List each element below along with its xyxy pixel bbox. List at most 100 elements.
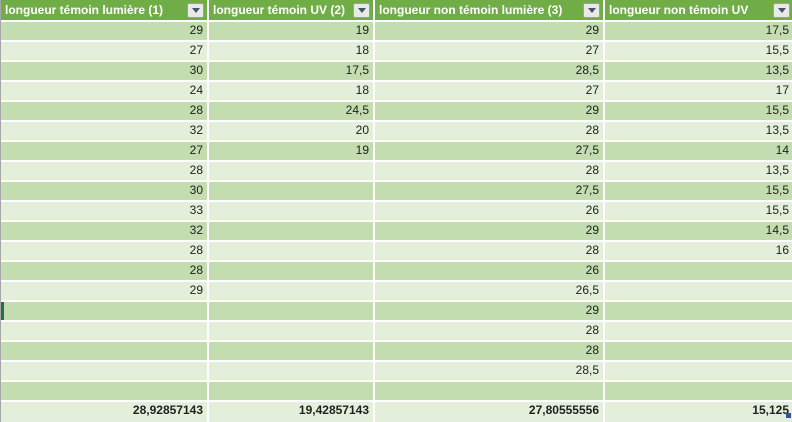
table-cell[interactable]	[209, 182, 375, 202]
column-header-temoin-uv[interactable]: longueur témoin UV (2)	[209, 0, 375, 22]
column-header-non-temoin-lumiere[interactable]: longueur non témoin lumière (3)	[375, 0, 605, 22]
table-cell[interactable]: 15,5	[605, 202, 792, 222]
table-cell[interactable]	[209, 302, 375, 322]
table-cell[interactable]: 29	[375, 222, 605, 242]
table-cell[interactable]: 20	[209, 122, 375, 142]
table-cell[interactable]: 14,5	[605, 222, 792, 242]
table-cell[interactable]: 27	[1, 42, 209, 62]
table-cell[interactable]	[209, 202, 375, 222]
table-cell[interactable]: 28,5	[375, 362, 605, 382]
table-cell[interactable]: 30	[1, 182, 209, 202]
table-cell[interactable]: 16	[605, 242, 792, 262]
table-cell[interactable]	[605, 342, 792, 362]
table-header-row: longueur témoin lumière (1) longueur tém…	[1, 0, 792, 22]
table-cell[interactable]: 18	[209, 82, 375, 102]
table-cell[interactable]	[1, 382, 209, 402]
table-cell[interactable]: 30	[1, 62, 209, 82]
table-cell[interactable]: 26	[375, 262, 605, 282]
table-cell[interactable]: 29	[1, 22, 209, 42]
total-cell[interactable]: 19,42857143	[209, 402, 375, 422]
table-cell[interactable]: 28	[375, 162, 605, 182]
table-cell[interactable]: 32	[1, 222, 209, 242]
filter-dropdown-button[interactable]	[187, 2, 204, 18]
table-cell[interactable]: 26	[375, 202, 605, 222]
filter-dropdown-button[interactable]	[583, 2, 600, 18]
table-cell[interactable]	[605, 322, 792, 342]
column-header-temoin-lumiere[interactable]: longueur témoin lumière (1)	[1, 0, 209, 22]
table-cell[interactable]: 15,5	[605, 182, 792, 202]
table-cell[interactable]	[209, 162, 375, 182]
table-cell[interactable]	[209, 382, 375, 402]
total-cell[interactable]: 28,92857143	[1, 402, 209, 422]
table-row: 28,5	[1, 362, 792, 382]
table-cell[interactable]: 27,5	[375, 142, 605, 162]
table-cell[interactable]: 19	[209, 142, 375, 162]
table-cell[interactable]: 13,5	[605, 162, 792, 182]
table-cell[interactable]: 27	[375, 82, 605, 102]
table-cell[interactable]: 28,5	[375, 62, 605, 82]
table-cell[interactable]: 33	[1, 202, 209, 222]
table-cell[interactable]	[605, 362, 792, 382]
table-cell[interactable]: 15,5	[605, 102, 792, 122]
table-cell[interactable]: 28	[375, 122, 605, 142]
table-cell[interactable]: 27	[1, 142, 209, 162]
column-header-label: longueur non témoin UV	[609, 3, 749, 17]
table-cell[interactable]: 32	[1, 122, 209, 142]
table-cell[interactable]: 27,5	[375, 182, 605, 202]
column-header-non-temoin-uv[interactable]: longueur non témoin UV	[605, 0, 792, 22]
table-cell[interactable]: 28	[375, 322, 605, 342]
table-cell[interactable]: 13,5	[605, 62, 792, 82]
table-cell[interactable]	[605, 382, 792, 402]
total-cell[interactable]: 15,125	[605, 402, 792, 422]
total-cell[interactable]: 27,80555556	[375, 402, 605, 422]
table-cell[interactable]: 17,5	[605, 22, 792, 42]
table-cell[interactable]: 29	[375, 22, 605, 42]
table-cell[interactable]: 27	[375, 42, 605, 62]
table-row: 28 28 16	[1, 242, 792, 262]
table-row: 28 24,5 29 15,5	[1, 102, 792, 122]
table-row: 32 29 14,5	[1, 222, 792, 242]
table-cell[interactable]	[1, 362, 209, 382]
table-cell[interactable]	[1, 342, 209, 362]
table-cell[interactable]: 28	[1, 262, 209, 282]
table-cell[interactable]: 18	[209, 42, 375, 62]
table-cell[interactable]: 28	[1, 102, 209, 122]
table-cell[interactable]: 24,5	[209, 102, 375, 122]
table-cell[interactable]: 29	[375, 102, 605, 122]
table-cell[interactable]: 29	[1, 282, 209, 302]
table-cell[interactable]	[605, 262, 792, 282]
table-cell[interactable]	[209, 322, 375, 342]
table-cell[interactable]: 24	[1, 82, 209, 102]
table-cell[interactable]: 29	[375, 302, 605, 322]
table-cell[interactable]	[209, 222, 375, 242]
table-cell[interactable]: 17,5	[209, 62, 375, 82]
selection-fill-handle[interactable]	[786, 413, 791, 418]
table-cell[interactable]: 14	[605, 142, 792, 162]
table-cell[interactable]	[209, 362, 375, 382]
table-cell[interactable]	[209, 282, 375, 302]
table-cell[interactable]: 19	[209, 22, 375, 42]
table-cell[interactable]: 28	[375, 242, 605, 262]
table-row: 28 26	[1, 262, 792, 282]
table-cell[interactable]: 26,5	[375, 282, 605, 302]
table-cell[interactable]	[209, 262, 375, 282]
table-cell[interactable]: 13,5	[605, 122, 792, 142]
table-cell[interactable]	[1, 322, 209, 342]
table-cell[interactable]	[605, 302, 792, 322]
table-row: 32 20 28 13,5	[1, 122, 792, 142]
table-cell[interactable]	[209, 242, 375, 262]
column-header-label: longueur non témoin lumière (3)	[379, 3, 563, 17]
table-cell[interactable]: 28	[375, 342, 605, 362]
filter-dropdown-button[interactable]	[353, 2, 370, 18]
table-cell[interactable]	[1, 302, 209, 322]
table-cell[interactable]: 17	[605, 82, 792, 102]
table-cell[interactable]: 28	[1, 242, 209, 262]
filter-dropdown-button[interactable]	[773, 2, 790, 18]
table-cell[interactable]	[209, 342, 375, 362]
table-cell[interactable]	[375, 382, 605, 402]
table-cell[interactable]: 15,5	[605, 42, 792, 62]
filter-dropdown-arrow-icon	[587, 7, 596, 13]
table-cell[interactable]	[605, 282, 792, 302]
table-cell[interactable]: 28	[1, 162, 209, 182]
